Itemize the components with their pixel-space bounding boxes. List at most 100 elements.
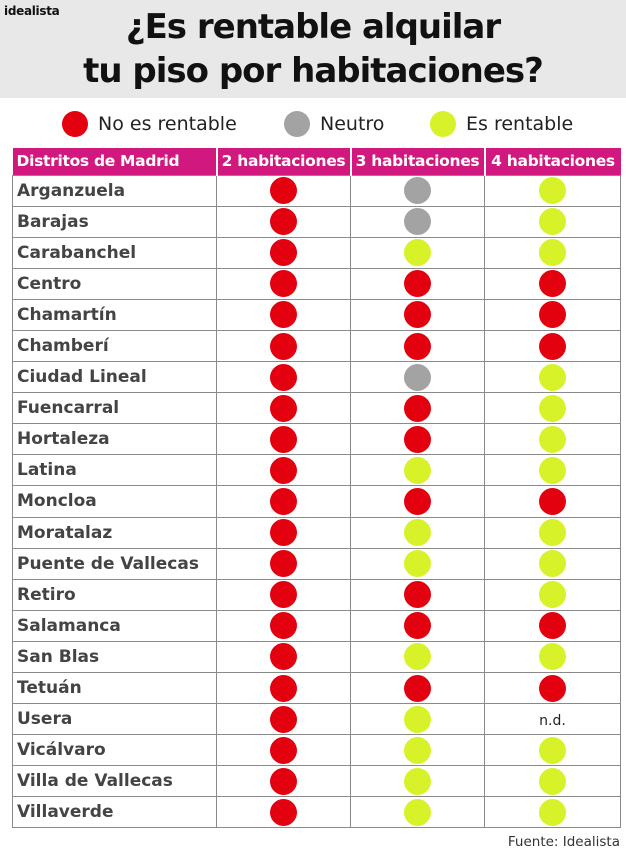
rating-cell-3-rooms <box>350 671 485 705</box>
rating-cell-4-rooms <box>484 516 621 549</box>
page-title: ¿Es rentable alquilar tu piso por habita… <box>0 5 626 93</box>
rating-cell-3-rooms <box>350 765 485 798</box>
red-dot-icon <box>404 425 431 453</box>
rating-cell-4-rooms <box>484 267 621 300</box>
legend: No es rentable Neutro Es rentable <box>0 108 626 140</box>
yellow-dot-icon <box>404 239 431 267</box>
district-name: Carabanchel <box>12 236 217 269</box>
district-name: Villa de Vallecas <box>12 765 217 798</box>
yellow-dot-icon <box>404 456 431 484</box>
yellow-dot-icon <box>539 177 566 205</box>
rating-cell-4-rooms <box>484 609 621 642</box>
rating-cell-3-rooms <box>350 703 485 736</box>
brand-logo: idealista <box>4 4 60 18</box>
red-dot-icon <box>539 332 566 360</box>
red-dot-icon <box>270 736 297 764</box>
table-row: Barajas <box>12 205 621 238</box>
district-name: Barajas <box>12 205 217 238</box>
yellow-dot-icon <box>539 798 566 826</box>
table-row: Fuencarral <box>12 392 621 425</box>
header: idealista ¿Es rentable alquilar tu piso … <box>0 0 626 98</box>
yellow-dot-icon <box>539 456 566 484</box>
rating-cell-3-rooms <box>350 298 485 331</box>
district-name: Moratalaz <box>12 516 217 549</box>
rating-cell-2-rooms <box>216 609 351 642</box>
red-dot-icon <box>270 674 297 702</box>
rating-cell-2-rooms <box>216 423 351 456</box>
red-dot-icon <box>270 519 297 547</box>
rating-cell-4-rooms <box>484 578 621 611</box>
column-header-district: Distritos de Madrid <box>12 148 218 175</box>
rating-cell-2-rooms <box>216 454 351 487</box>
red-dot-icon <box>270 394 297 422</box>
rating-cell-2-rooms <box>216 734 351 767</box>
district-name: Fuencarral <box>12 392 217 425</box>
district-name: Retiro <box>12 578 217 611</box>
red-dot-icon <box>270 456 297 484</box>
rating-cell-4-rooms <box>484 454 621 487</box>
district-name: Salamanca <box>12 609 217 642</box>
rating-cell-3-rooms <box>350 392 485 425</box>
rating-cell-3-rooms <box>350 516 485 549</box>
red-dot-icon <box>404 674 431 702</box>
red-dot-icon <box>270 301 297 329</box>
yellow-dot-icon <box>539 643 566 671</box>
table-row: Hortaleza <box>12 423 621 456</box>
red-dot-icon <box>404 270 431 298</box>
rating-cell-4-rooms <box>484 640 621 674</box>
red-dot-icon <box>539 487 566 515</box>
rating-cell-2-rooms <box>216 361 351 394</box>
yellow-dot-icon <box>404 519 431 547</box>
rating-cell-3-rooms <box>350 796 485 829</box>
yellow-dot-icon <box>404 643 431 671</box>
district-name: Hortaleza <box>12 423 217 456</box>
yellow-dot-icon <box>539 425 566 453</box>
gray-dot-icon <box>404 208 431 236</box>
gray-dot-icon <box>404 177 431 205</box>
yellow-dot-icon <box>430 111 456 137</box>
yellow-dot-icon <box>404 705 431 733</box>
rating-cell-2-rooms <box>216 392 351 425</box>
column-header-3-rooms: 3 habitaciones <box>350 148 486 175</box>
district-name: Centro <box>12 267 217 300</box>
red-dot-icon <box>539 674 566 702</box>
red-dot-icon <box>270 643 297 671</box>
legend-item-rentable: Es rentable <box>430 108 573 140</box>
rating-cell-2-rooms <box>216 671 351 705</box>
rating-cell-4-rooms <box>484 392 621 425</box>
red-dot-icon <box>270 487 297 515</box>
district-name: Latina <box>12 454 217 487</box>
rentability-table: Distritos de Madrid 2 habitaciones 3 hab… <box>12 148 621 829</box>
yellow-dot-icon <box>539 767 566 795</box>
yellow-dot-icon <box>404 550 431 578</box>
rating-cell-4-rooms <box>484 765 621 798</box>
table-row: Centro <box>12 267 621 300</box>
table-row: Tetuán <box>12 671 621 705</box>
red-dot-icon <box>270 425 297 453</box>
red-dot-icon <box>270 208 297 236</box>
rating-cell-3-rooms <box>350 454 485 487</box>
rating-cell-2-rooms <box>216 174 351 207</box>
rating-cell-2-rooms <box>216 703 351 736</box>
rating-cell-3-rooms <box>350 361 485 394</box>
rating-cell-4-rooms <box>484 485 621 518</box>
rating-cell-4-rooms <box>484 734 621 767</box>
rating-cell-4-rooms <box>484 547 621 580</box>
not-available-label: n.d. <box>539 712 566 729</box>
rating-cell-2-rooms <box>216 267 351 300</box>
rating-cell-3-rooms <box>350 609 485 642</box>
district-name: Tetuán <box>12 671 217 705</box>
table-row: San Blas <box>12 640 621 674</box>
district-name: San Blas <box>12 640 217 674</box>
yellow-dot-icon <box>404 767 431 795</box>
rating-cell-3-rooms <box>350 174 485 207</box>
district-name: Chamberí <box>12 329 217 363</box>
table-row: Retiro <box>12 578 621 611</box>
rating-cell-3-rooms <box>350 734 485 767</box>
red-dot-icon <box>270 332 297 360</box>
legend-label: Es rentable <box>466 113 574 135</box>
table-row: Latina <box>12 454 621 487</box>
legend-label: No es rentable <box>98 113 237 135</box>
red-dot-icon <box>270 705 297 733</box>
rating-cell-4-rooms <box>484 236 621 269</box>
